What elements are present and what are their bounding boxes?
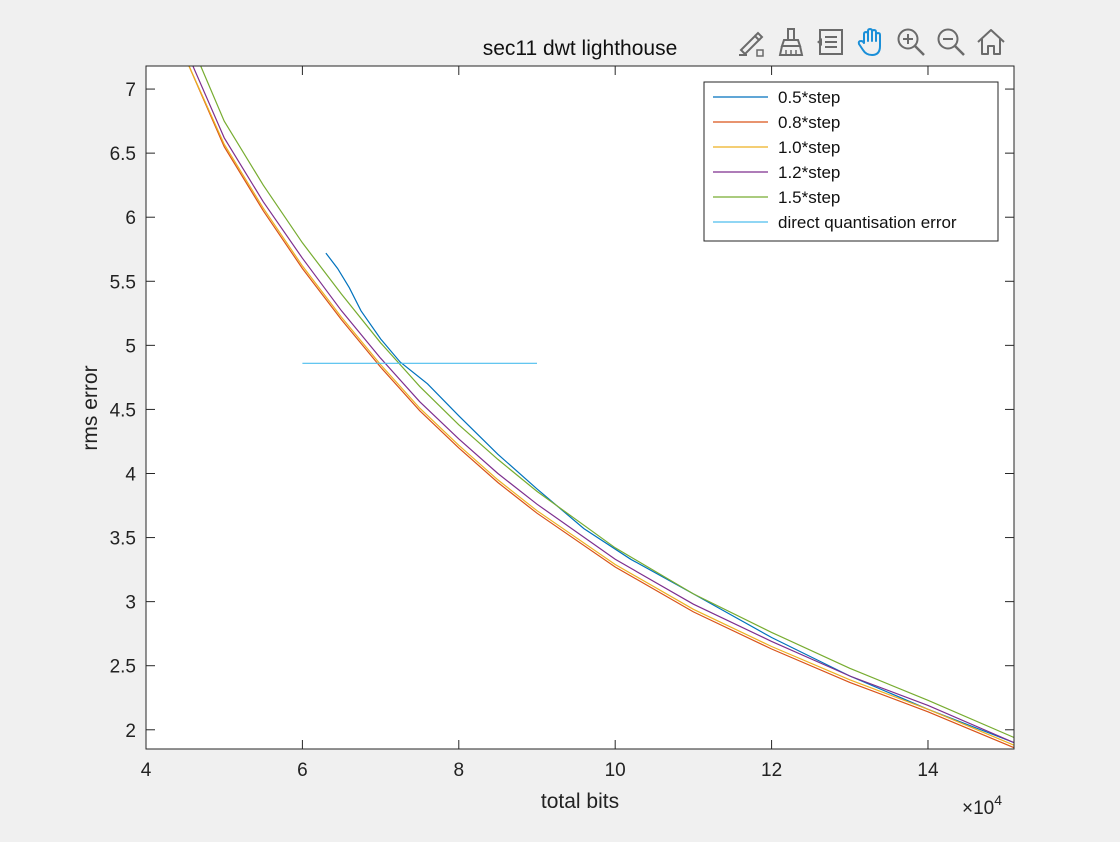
legend-entry-3[interactable]: 1.2*step <box>778 163 840 182</box>
zoom-in-icon <box>897 28 925 56</box>
chart-title: sec11 dwt lighthouse <box>483 37 678 60</box>
x-tick-label-3: 10 <box>605 760 626 781</box>
y-tick-label-7: 5.5 <box>110 272 136 293</box>
zoom-out-icon <box>937 28 965 56</box>
legend-box <box>703 81 999 242</box>
series-line-4[interactable] <box>200 66 1014 739</box>
zoom-in-button[interactable] <box>892 22 930 62</box>
y-axis-label: rms error <box>79 365 102 450</box>
y-tick-label-3: 3.5 <box>110 529 136 550</box>
brush-icon <box>778 28 804 56</box>
home-icon <box>977 29 1005 55</box>
legend-entry-1[interactable]: 0.8*step <box>778 113 840 132</box>
x-tick-label-4: 12 <box>761 760 782 781</box>
ticks-layer: 4 6 8 10 12 14 2 2.5 3 3.5 4 4.5 5 5.5 6 6.5 7 <box>110 66 1014 781</box>
restore-view-button[interactable] <box>972 22 1010 62</box>
legend-entry-0[interactable]: 0.5*step <box>778 88 840 107</box>
x-tick-label-0: 4 <box>141 760 152 781</box>
y-tick-label-5: 4.5 <box>110 400 136 421</box>
x-exponent-label: ×104 <box>962 792 1002 819</box>
series-layer <box>188 66 1014 749</box>
edit-plot-button[interactable] <box>732 22 770 62</box>
hand-icon <box>857 28 881 56</box>
zoom-out-button[interactable] <box>932 22 970 62</box>
y-tick-label-0: 2 <box>125 721 136 742</box>
series-line-1[interactable] <box>188 66 1014 749</box>
y-tick-label-8: 6 <box>125 208 136 229</box>
x-tick-label-1: 6 <box>297 760 308 781</box>
legend-icon <box>817 29 843 55</box>
x-tick-label-2: 8 <box>454 760 465 781</box>
axes-toolbar <box>732 22 1014 62</box>
axes-frame <box>145 65 1015 750</box>
brush-edit-icon <box>739 31 764 57</box>
series-line-0[interactable] <box>325 252 1014 744</box>
series-line-3[interactable] <box>192 66 1014 744</box>
legend-entry-2[interactable]: 1.0*step <box>778 138 840 157</box>
y-tick-label-4: 4 <box>125 464 136 485</box>
x-axis-label: total bits <box>541 790 619 813</box>
y-tick-label-6: 5 <box>125 336 136 357</box>
legend[interactable]: 0.5*step 0.8*step 1.0*step 1.2*step 1.5*step… <box>703 81 999 242</box>
pan-button[interactable] <box>852 22 890 62</box>
x-tick-label-5: 14 <box>917 760 939 781</box>
y-tick-label-2: 3 <box>125 593 136 614</box>
data-cursor-button[interactable] <box>772 22 810 62</box>
y-tick-label-1: 2.5 <box>110 657 136 678</box>
y-tick-label-9: 6.5 <box>110 144 136 165</box>
x-exponent-power: 4 <box>994 792 1002 808</box>
x-exponent-base: ×10 <box>962 798 994 819</box>
legend-entry-4[interactable]: 1.5*step <box>778 188 840 207</box>
series-line-2[interactable] <box>188 66 1014 746</box>
legend-entry-5[interactable]: direct quantisation error <box>778 213 957 232</box>
y-tick-label-10: 7 <box>125 80 136 101</box>
insert-legend-button[interactable] <box>812 22 850 62</box>
